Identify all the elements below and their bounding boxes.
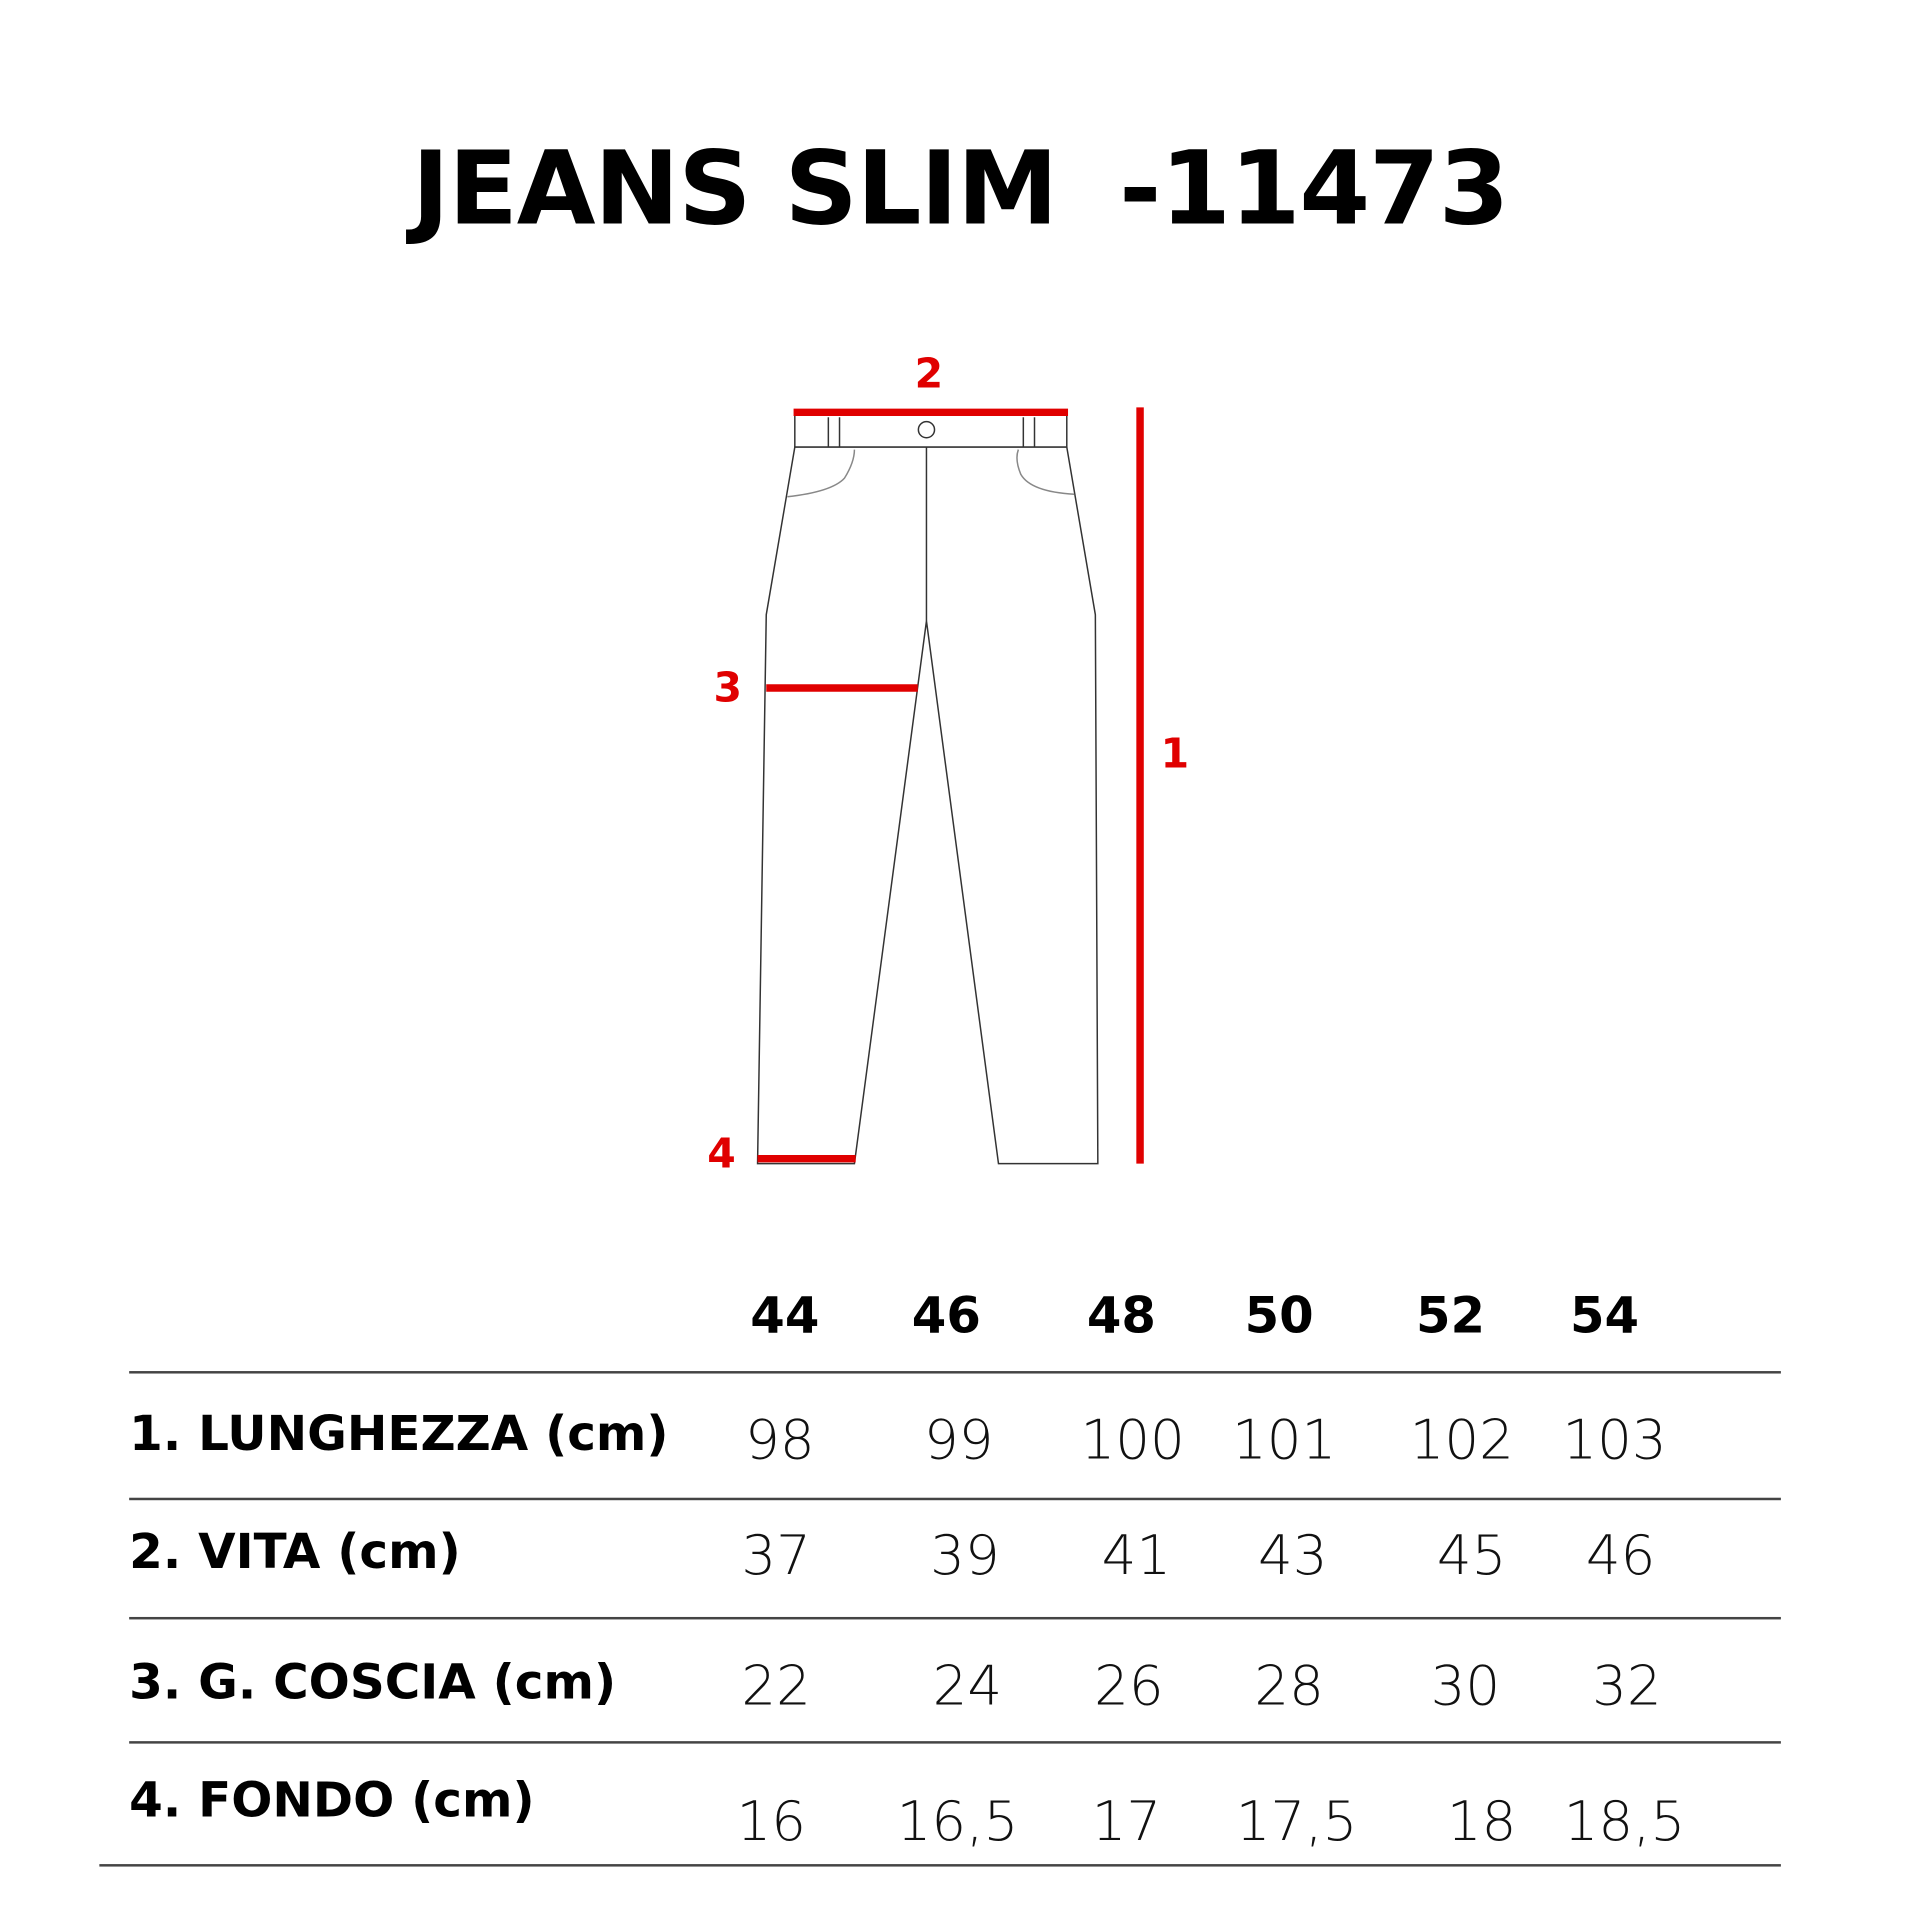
row-label: 1. LUNGHEZZA (cm) — [129, 1406, 669, 1463]
cell-value: 101 — [1231, 1408, 1337, 1473]
cell-value: 41 — [1101, 1524, 1172, 1588]
product-name: JEANS SLIM — [411, 130, 1059, 249]
size-header: 48 — [1086, 1287, 1157, 1345]
cell-value: 26 — [1094, 1654, 1164, 1719]
measure-lines — [757, 407, 1144, 1164]
size-header: 52 — [1415, 1287, 1486, 1345]
row-label: 2. VITA (cm) — [129, 1524, 461, 1581]
cell-value: 103 — [1562, 1408, 1667, 1473]
row-divider — [99, 1864, 1781, 1866]
size-header: 50 — [1244, 1287, 1314, 1345]
cell-value: 18,5 — [1563, 1790, 1686, 1854]
cell-value: 28 — [1254, 1654, 1324, 1719]
cell-value: 16,5 — [896, 1790, 1019, 1854]
cell-value: 39 — [930, 1524, 1000, 1588]
cell-value: 100 — [1080, 1408, 1185, 1473]
size-header: 44 — [750, 1287, 820, 1345]
row-divider — [129, 1497, 1781, 1500]
cell-value: 22 — [741, 1654, 811, 1719]
row-divider — [129, 1616, 1781, 1619]
row-label: 4. FONDO (cm) — [129, 1772, 535, 1829]
button-icon — [917, 420, 936, 439]
cell-value: 30 — [1430, 1654, 1501, 1719]
cell-value: 16 — [736, 1790, 806, 1854]
row-divider — [129, 1371, 1781, 1373]
cell-value: 98 — [745, 1408, 815, 1473]
cell-value: 32 — [1592, 1654, 1662, 1719]
cell-value: 43 — [1258, 1524, 1328, 1588]
cell-value: 18 — [1446, 1790, 1517, 1854]
cell-value: 102 — [1409, 1408, 1514, 1473]
label-waist: 2 — [915, 349, 944, 397]
product-code: -11473 — [1119, 130, 1509, 249]
label-thigh: 3 — [713, 664, 742, 712]
size-header: 54 — [1569, 1287, 1640, 1345]
cell-value: 17,5 — [1235, 1790, 1358, 1854]
cell-value: 99 — [923, 1408, 994, 1473]
cell-value: 37 — [741, 1524, 811, 1588]
page-title: JEANS SLIM -11473 — [411, 130, 1510, 249]
cell-value: 46 — [1585, 1524, 1656, 1588]
label-length: 1 — [1161, 729, 1190, 777]
size-header: 46 — [911, 1287, 981, 1345]
cell-value: 24 — [932, 1654, 1003, 1719]
cell-value: 45 — [1436, 1524, 1507, 1588]
cell-value: 17 — [1091, 1790, 1162, 1854]
row-label: 3. G. COSCIA (cm) — [129, 1654, 617, 1711]
label-hem: 4 — [707, 1129, 736, 1177]
pants-diagram: 2 1 3 4 — [707, 349, 1190, 1177]
row-divider — [129, 1741, 1781, 1744]
pants-outline — [756, 414, 1099, 1165]
